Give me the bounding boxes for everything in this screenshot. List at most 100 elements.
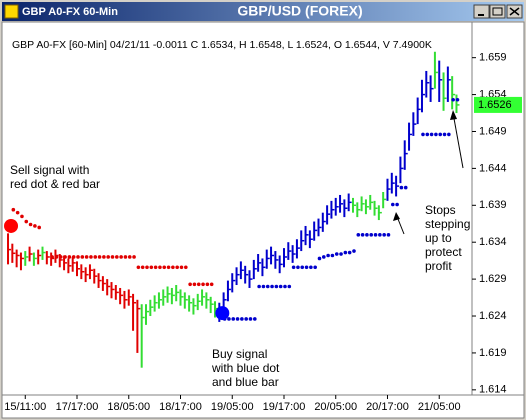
stop-dot	[58, 255, 63, 259]
stop-dot	[80, 255, 85, 259]
stop-dot	[365, 233, 369, 237]
signal-dot	[4, 218, 19, 233]
stop-dot	[67, 255, 72, 259]
title-bar	[2, 2, 524, 21]
stop-dot	[253, 317, 257, 321]
stop-dot	[24, 219, 29, 224]
stop-dot	[395, 202, 399, 207]
stop-dot	[188, 282, 192, 287]
info-line: GBP A0-FX [60-Min] 04/21/11 -0.0011 C 1.…	[12, 39, 432, 51]
window-buttons	[473, 4, 523, 19]
stop-dot	[63, 255, 67, 259]
stop-dot	[166, 265, 171, 270]
stop-dot	[110, 255, 115, 259]
stop-dot	[227, 317, 231, 321]
maximize-button[interactable]	[489, 4, 506, 19]
x-tick-label: 19/17:00	[263, 401, 306, 413]
stop-dot	[304, 265, 309, 270]
stop-dot	[378, 233, 382, 237]
stop-dot	[54, 255, 59, 259]
stop-dot	[153, 265, 158, 270]
annotation-text: stepping	[425, 217, 470, 231]
stop-dot	[399, 185, 404, 190]
stop-dot	[102, 255, 106, 259]
stop-dot	[347, 250, 352, 255]
price-axis	[471, 21, 525, 396]
stop-dot	[127, 255, 132, 259]
stop-dot	[123, 255, 128, 259]
stop-dot	[296, 265, 300, 270]
minimize-button[interactable]	[473, 4, 490, 19]
stop-dot	[369, 233, 374, 237]
stop-dot	[235, 317, 240, 321]
y-tick-label: 1.639	[479, 199, 507, 211]
stop-dot	[421, 132, 425, 137]
y-tick-label: 1.624	[479, 310, 507, 322]
stop-dot	[339, 252, 343, 256]
stop-dot	[287, 284, 292, 289]
stop-dot	[76, 255, 80, 259]
stop-dot	[37, 225, 42, 230]
stop-dot	[274, 284, 279, 289]
stop-dot	[455, 97, 460, 102]
stop-dot	[93, 255, 98, 259]
stop-dot	[20, 214, 24, 219]
stop-dot	[115, 255, 119, 259]
window-title: GBP A0-FX 60-Min	[22, 6, 118, 18]
stop-dot	[447, 132, 451, 137]
stop-dot	[248, 317, 253, 321]
stop-dot	[373, 233, 378, 237]
stop-dot	[382, 233, 386, 237]
y-tick-label: 1.649	[479, 125, 507, 137]
annotation-text: Sell signal with	[10, 163, 89, 177]
stop-dot	[196, 282, 201, 287]
y-tick-label: 1.644	[479, 162, 507, 174]
annotation-text: and blue bar	[212, 375, 279, 389]
stop-dot	[106, 255, 110, 259]
arrow-head	[450, 110, 457, 120]
stop-dot	[71, 255, 76, 259]
stop-dot	[317, 256, 322, 261]
last-price-box	[474, 96, 522, 113]
stop-dot	[300, 265, 305, 270]
stop-dot	[11, 207, 16, 212]
stop-dot	[97, 255, 102, 259]
stop-dot	[192, 282, 197, 287]
annotation-text: Buy signal	[212, 347, 267, 361]
x-tick-label: 19/05:00	[211, 401, 254, 413]
annotation-text: Stops	[425, 203, 456, 217]
x-tick-label: 20/05:00	[314, 401, 357, 413]
stop-dot	[145, 265, 149, 270]
stop-dot	[140, 265, 145, 270]
stop-dot	[343, 250, 348, 255]
signal-dot	[215, 306, 230, 321]
stop-dot	[434, 132, 438, 137]
stop-dot	[265, 284, 270, 289]
chart-title: GBP/USD (FOREX)	[237, 3, 362, 19]
stop-dot	[84, 255, 89, 259]
stop-dot	[356, 233, 361, 237]
last-price-label: 1.6526	[478, 99, 512, 111]
stop-dot	[15, 210, 20, 215]
stop-dot	[201, 282, 205, 287]
stop-dot	[231, 317, 236, 321]
stop-dot	[162, 265, 167, 270]
stop-dot	[240, 317, 244, 321]
stop-dot	[171, 265, 175, 270]
time-axis	[1, 394, 525, 419]
stop-dot	[184, 265, 188, 270]
stop-dot	[403, 185, 408, 190]
stop-dot	[451, 97, 455, 102]
stop-dot	[149, 265, 154, 270]
stop-dot	[283, 284, 287, 289]
stop-dot	[425, 132, 430, 137]
stop-dot	[261, 284, 266, 289]
app-icon	[4, 4, 19, 19]
stop-dot	[309, 265, 313, 270]
stop-dot	[360, 233, 365, 237]
stop-dot	[244, 317, 248, 321]
annotation-text: protect	[425, 245, 462, 259]
stop-dot	[175, 265, 179, 270]
